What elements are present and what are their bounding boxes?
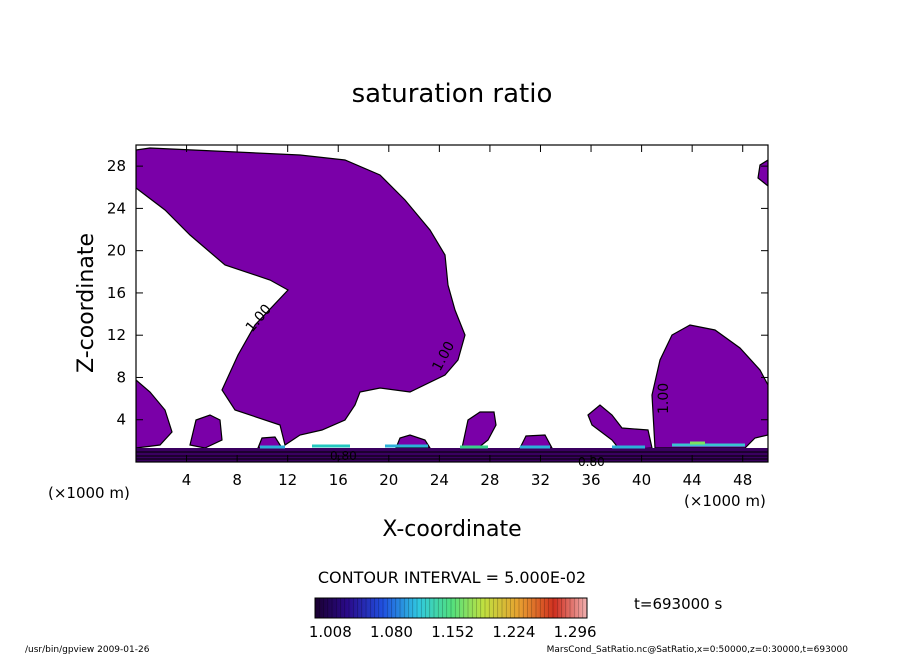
x-tick-label: 40 (632, 471, 651, 489)
y-tick-label: 24 (107, 199, 126, 217)
x-axis-unit-left: (×1000 m) (48, 484, 130, 502)
x-tick-label: 36 (581, 471, 600, 489)
colorbar-stripes (318, 598, 584, 618)
footer-left: /usr/bin/gpview 2009-01-26 (25, 645, 150, 654)
contour-label-3: 1.00 (656, 383, 672, 414)
surface-contour-band (136, 448, 768, 462)
contour-fill-group (136, 147, 768, 462)
x-tick-label: 12 (278, 471, 297, 489)
x-tick-label: 20 (379, 471, 398, 489)
x-tick-label: 28 (480, 471, 499, 489)
y-axis-title: Z-coordinate (74, 233, 99, 373)
x-tick-label: 32 (531, 471, 550, 489)
colorbar-tick-label: 1.296 (554, 623, 597, 641)
contour-label-4: 0.80 (330, 449, 357, 463)
x-tick-label: 8 (232, 471, 242, 489)
contour-region-right (651, 324, 768, 449)
colorbar-tick-label: 1.152 (431, 623, 474, 641)
plot-frame (135, 144, 769, 463)
colorbar-gradient (314, 597, 588, 619)
y-tick-label: 4 (116, 411, 126, 429)
x-axis-unit-right: (×1000 m) (684, 492, 766, 510)
x-tick-label: 4 (182, 471, 192, 489)
colorbar-labels: 1.008 1.080 1.152 1.224 1.296 (309, 623, 597, 641)
y-tick-label: 12 (107, 326, 126, 344)
y-tick-label: 8 (116, 368, 126, 386)
x-tick-label: 48 (733, 471, 752, 489)
colorbar-tick-label: 1.008 (309, 623, 352, 641)
y-tick-label: 28 (107, 157, 126, 175)
chart-title: saturation ratio (352, 79, 553, 109)
contour-region-left (136, 379, 173, 449)
x-tick-label: 44 (683, 471, 702, 489)
contour-region-blob-4 (461, 411, 497, 449)
contour-region-blob-1 (189, 414, 223, 449)
x-tick-label: 24 (430, 471, 449, 489)
time-label: t=693000 s (634, 595, 722, 613)
colorbar-tick-label: 1.080 (370, 623, 413, 641)
x-tick-label: 16 (329, 471, 348, 489)
contour-region-blob-6 (587, 404, 653, 451)
contour-region-main (136, 147, 466, 446)
y-tick-label: 20 (107, 242, 126, 260)
y-axis: 4 8 12 16 20 24 28 (107, 157, 768, 429)
colorbar-tick-label: 1.224 (492, 623, 535, 641)
x-axis-title: X-coordinate (382, 517, 521, 542)
y-tick-label: 16 (107, 284, 126, 302)
footer-right: MarsCond_SatRatio.nc@SatRatio,x=0:50000,… (547, 645, 849, 654)
colorbar (314, 597, 588, 619)
contour-region-top-right (757, 159, 768, 187)
contour-interval: CONTOUR INTERVAL = 5.000E-02 (318, 568, 586, 587)
surface-contour-lines (136, 451, 768, 460)
surface-color-streaks (260, 441, 745, 449)
x-axis: 4 8 12 16 20 24 28 32 36 40 44 48 (182, 145, 752, 489)
